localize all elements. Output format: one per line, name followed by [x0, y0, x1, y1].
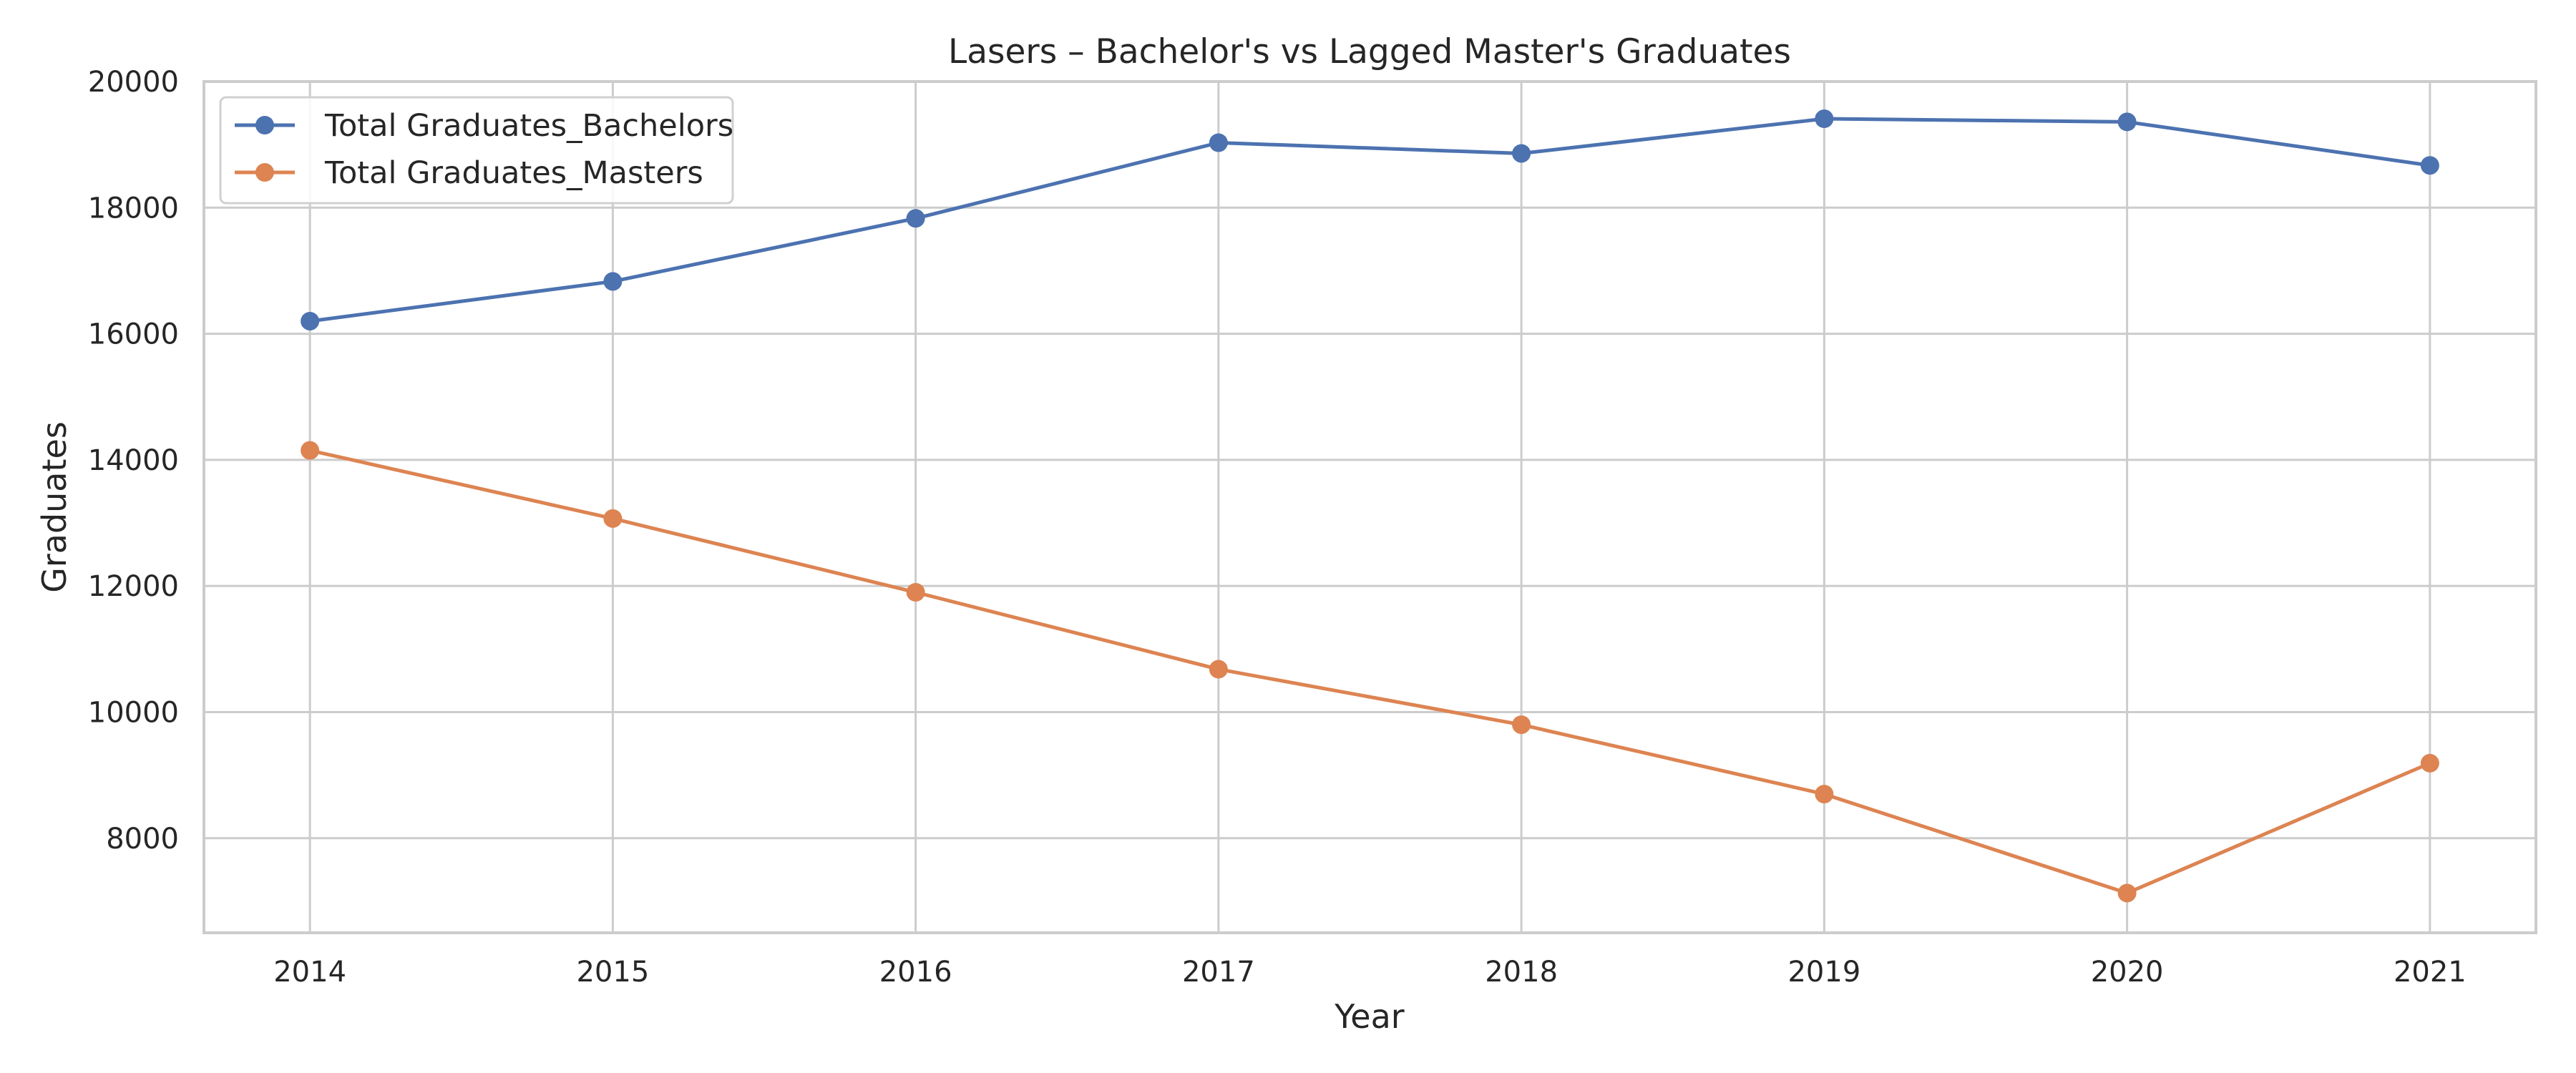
data-point	[1209, 133, 1228, 152]
y-tick-label: 12000	[88, 570, 179, 603]
x-tick-label: 2015	[576, 956, 649, 989]
x-axis-title: Year	[1334, 997, 1404, 1036]
y-tick-label: 20000	[88, 66, 179, 99]
x-tick-label: 2019	[1787, 956, 1860, 989]
y-tick-label: 18000	[88, 192, 179, 225]
chart-title: Lasers – Bachelor's vs Lagged Master's G…	[948, 32, 1791, 72]
legend-box	[219, 96, 734, 205]
y-tick-labels: 8000 10000 12000 14000 16000 18000 20000	[88, 66, 179, 856]
data-point	[1512, 144, 1531, 163]
legend-item-masters: Total Graduates_Masters	[235, 155, 703, 191]
legend-label-bachelors: Total Graduates_Bachelors	[324, 108, 733, 144]
x-tick-label: 2017	[1182, 956, 1255, 989]
series-line	[309, 117, 2431, 323]
data-point	[2420, 753, 2439, 773]
data-point	[1815, 109, 1834, 129]
data-point	[603, 272, 623, 291]
data-point	[906, 583, 925, 602]
series-layer	[301, 109, 2439, 903]
data-point	[2420, 156, 2439, 175]
series-1	[301, 441, 2439, 903]
legend-item-bachelors: Total Graduates_Bachelors	[235, 108, 733, 144]
series-line	[309, 449, 2431, 895]
series-0	[301, 109, 2439, 330]
data-point	[1512, 715, 1531, 735]
data-point	[1209, 660, 1228, 679]
y-tick-label: 8000	[106, 823, 179, 856]
grid-layer	[204, 80, 2536, 933]
legend-marker-masters	[255, 163, 274, 182]
data-point	[603, 509, 623, 528]
data-point	[301, 311, 320, 330]
legend-marker-bachelors	[255, 116, 274, 134]
legend-label-masters: Total Graduates_Masters	[324, 155, 703, 191]
data-point	[2117, 112, 2137, 132]
y-tick-label: 14000	[88, 444, 179, 477]
y-tick-label: 16000	[88, 318, 179, 351]
data-point	[1815, 785, 1834, 804]
legend: Total Graduates_Bachelors Total Graduate…	[219, 96, 734, 205]
data-point	[301, 441, 320, 460]
y-tick-label: 10000	[88, 696, 179, 729]
data-point	[906, 209, 925, 228]
x-tick-label: 2018	[1485, 956, 1558, 989]
plot-frame	[203, 80, 2537, 934]
x-tick-label: 2020	[2091, 956, 2164, 989]
x-tick-label: 2016	[879, 956, 952, 989]
x-tick-labels: 2014 2015 2016 2017 2018 2019 2020 2021	[273, 956, 2467, 989]
y-axis-title: Graduates	[35, 421, 74, 593]
data-point	[2117, 883, 2137, 903]
x-tick-label: 2014	[273, 956, 346, 989]
x-tick-label: 2021	[2394, 956, 2467, 989]
